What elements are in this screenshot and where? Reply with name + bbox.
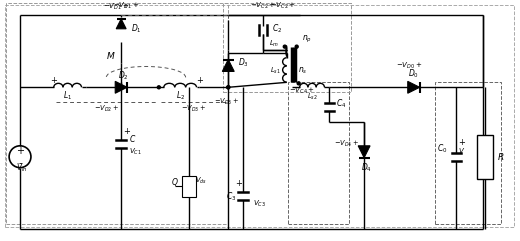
Bar bbox=[181, 175, 196, 197]
Text: $V$: $V$ bbox=[458, 146, 465, 155]
Text: $C_3$: $C_3$ bbox=[226, 190, 237, 203]
Bar bbox=[288, 82, 349, 224]
Text: $-V_{D1}+$: $-V_{D1}+$ bbox=[103, 2, 129, 12]
Text: +: + bbox=[196, 76, 203, 85]
Text: +: + bbox=[123, 127, 129, 136]
Text: $L_1$: $L_1$ bbox=[63, 90, 72, 102]
Bar bbox=[6, 3, 228, 224]
Text: $V_{in}$: $V_{in}$ bbox=[16, 161, 28, 174]
Polygon shape bbox=[116, 19, 126, 29]
Text: $-V_{D3}+$: $-V_{D3}+$ bbox=[214, 97, 239, 107]
Bar bbox=[223, 3, 351, 92]
Bar bbox=[477, 135, 493, 179]
Text: $D_0$: $D_0$ bbox=[408, 67, 419, 80]
Text: $C_4$: $C_4$ bbox=[336, 98, 346, 110]
Circle shape bbox=[120, 86, 123, 89]
Text: $L_2$: $L_2$ bbox=[176, 90, 185, 102]
Text: $-V_{D4}+$: $-V_{D4}+$ bbox=[334, 139, 359, 149]
Text: $D_2$: $D_2$ bbox=[118, 69, 128, 82]
Polygon shape bbox=[408, 81, 420, 93]
Circle shape bbox=[227, 86, 230, 89]
Polygon shape bbox=[358, 146, 370, 158]
Text: +: + bbox=[235, 179, 242, 188]
Bar bbox=[435, 82, 501, 224]
Polygon shape bbox=[115, 81, 127, 93]
Text: $-V_{D0}+$: $-V_{D0}+$ bbox=[396, 60, 422, 71]
Circle shape bbox=[158, 86, 160, 89]
Text: $Q$: $Q$ bbox=[171, 175, 178, 187]
Circle shape bbox=[227, 86, 230, 89]
Text: $M$: $M$ bbox=[107, 50, 116, 61]
Text: +: + bbox=[16, 146, 24, 156]
Text: $-V_{D2}+$: $-V_{D2}+$ bbox=[94, 104, 119, 114]
Text: $n_p$: $n_p$ bbox=[302, 34, 311, 45]
Text: $-V_{D3}+$: $-V_{D3}+$ bbox=[181, 104, 206, 114]
Text: $C_0$: $C_0$ bbox=[437, 142, 448, 155]
Text: $n_s$: $n_s$ bbox=[298, 65, 307, 76]
Text: $-V_{C2}+$: $-V_{C2}+$ bbox=[270, 1, 296, 11]
Text: $-V_{C2}+$: $-V_{C2}+$ bbox=[250, 1, 276, 11]
Text: $L_{s1}$: $L_{s1}$ bbox=[269, 65, 280, 75]
Text: $L_{s2}$: $L_{s2}$ bbox=[307, 92, 317, 102]
Circle shape bbox=[283, 45, 287, 48]
Text: $C_2$: $C_2$ bbox=[272, 23, 282, 35]
Text: $V_{C1}$: $V_{C1}$ bbox=[128, 147, 141, 157]
Text: $V_{C3}$: $V_{C3}$ bbox=[253, 199, 266, 209]
Text: $D_4$: $D_4$ bbox=[361, 161, 372, 174]
Circle shape bbox=[295, 45, 298, 48]
Polygon shape bbox=[223, 60, 234, 71]
Text: $-V_{C4}+$: $-V_{C4}+$ bbox=[289, 86, 315, 96]
Text: $R$: $R$ bbox=[497, 151, 505, 162]
Text: $D_1$: $D_1$ bbox=[131, 23, 142, 35]
Text: $-V_{D1}+$: $-V_{D1}+$ bbox=[113, 1, 139, 11]
Text: -: - bbox=[18, 158, 22, 168]
Circle shape bbox=[297, 82, 300, 85]
Text: $C$: $C$ bbox=[129, 133, 137, 144]
Text: +: + bbox=[50, 76, 57, 85]
Text: $L_m$: $L_m$ bbox=[268, 39, 279, 49]
Text: $D_3$: $D_3$ bbox=[238, 56, 249, 69]
Text: +: + bbox=[458, 138, 465, 147]
Text: $V_{ds}$: $V_{ds}$ bbox=[194, 175, 206, 186]
